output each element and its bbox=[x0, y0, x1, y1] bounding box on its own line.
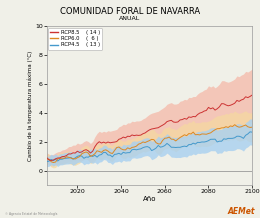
Text: AEMet: AEMet bbox=[227, 207, 255, 216]
Legend: RCP8.5    ( 14 ), RCP6.0    (  6 ), RCP4.5    ( 13 ): RCP8.5 ( 14 ), RCP6.0 ( 6 ), RCP4.5 ( 13… bbox=[48, 28, 102, 50]
Y-axis label: Cambio de la temperatura máxima (°C): Cambio de la temperatura máxima (°C) bbox=[28, 51, 34, 161]
Text: COMUNIDAD FORAL DE NAVARRA: COMUNIDAD FORAL DE NAVARRA bbox=[60, 7, 200, 15]
Text: © Agencia Estatal de Meteorología: © Agencia Estatal de Meteorología bbox=[5, 212, 57, 216]
Text: ANUAL: ANUAL bbox=[119, 16, 141, 21]
X-axis label: Año: Año bbox=[143, 196, 156, 202]
